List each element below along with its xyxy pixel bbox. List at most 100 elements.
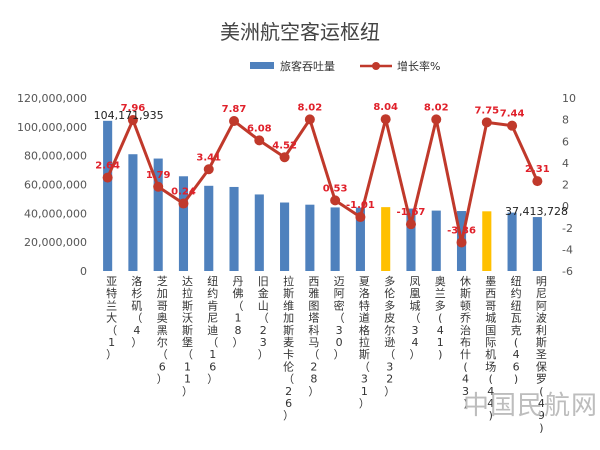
category-label: 亚特兰大（ 1）	[106, 275, 117, 361]
growth-data-label: -3.36	[447, 225, 476, 236]
growth-data-label: 8.02	[424, 102, 449, 113]
bar	[305, 204, 315, 271]
growth-point	[229, 116, 240, 127]
growth-point	[405, 219, 416, 230]
y-left-tick-label: 80,000,000	[24, 150, 87, 163]
bar	[482, 211, 492, 271]
category-label: 西雅图塔科马（ 2 8）	[308, 275, 319, 398]
category-label: 洛杉矶（ 4）	[131, 274, 142, 349]
category-label: 墨西哥城国际机场(4 4)	[485, 275, 496, 422]
y-left-tick-label: 0	[80, 265, 87, 278]
legend-swatch-bars	[250, 62, 274, 69]
growth-data-label: 7.44	[500, 109, 525, 120]
category-label: 旧金山（ 2 3）	[258, 275, 269, 361]
growth-point	[380, 114, 391, 125]
bar	[532, 217, 542, 271]
y-right-tick-label: -6	[562, 265, 573, 278]
category-label: 奥兰多(4 1)	[435, 274, 446, 361]
growth-line-series	[102, 114, 543, 248]
growth-data-label: 1.79	[146, 170, 171, 181]
y-right-tick-label: 10	[562, 92, 576, 105]
y-right-tick-label: 6	[562, 135, 569, 148]
legend-label-growth: 增长率%	[397, 59, 440, 73]
growth-data-label: -1.67	[397, 207, 426, 218]
growth-data-label: 8.04	[373, 102, 398, 113]
chart-title: 美洲航空客运枢纽	[220, 20, 380, 44]
bar	[229, 186, 239, 271]
growth-point	[304, 114, 315, 125]
growth-line	[106, 117, 539, 244]
growth-point	[178, 198, 189, 209]
data-labels: 2.64 7.96 1.790.24 3.41 7.876.084.52 8.02 0.53…	[94, 102, 568, 236]
growth-point	[203, 164, 214, 175]
growth-point	[431, 114, 442, 125]
growth-point	[456, 237, 467, 248]
bar	[103, 120, 113, 272]
growth-point	[507, 120, 518, 131]
bar	[280, 202, 290, 271]
category-label: 休斯顿乔治布什(4 3)	[460, 275, 471, 410]
y-left-tick-label: 20,000,000	[24, 236, 87, 249]
bar	[128, 154, 138, 271]
bar	[153, 158, 163, 271]
legend-marker-growth	[372, 62, 380, 70]
y-right-tick-label: 2	[562, 179, 569, 192]
growth-data-label: 8.02	[298, 102, 323, 113]
category-label: 达拉斯沃斯堡（ 1 1）	[182, 275, 193, 398]
growth-point	[355, 212, 366, 223]
right-axis: -6 -4 -2 0 2 4 6 8 10	[562, 92, 576, 278]
bar	[406, 208, 416, 271]
y-right-tick-label: 4	[562, 157, 569, 170]
bar	[330, 207, 340, 271]
category-label: 夏洛特道格拉斯（ 3 1）	[359, 275, 370, 410]
bar	[431, 210, 441, 271]
growth-point	[102, 172, 113, 183]
y-right-tick-label: -2	[562, 222, 573, 235]
bar	[355, 207, 365, 271]
y-right-tick-label: -4	[562, 243, 573, 256]
bar	[381, 207, 391, 271]
growth-point	[127, 115, 138, 126]
category-labels: 亚特兰大（ 1 ） 洛杉矶（ 4 ） 芝加哥奥黑尔（ 6 ） 达拉斯沃斯堡（ 1 1 ） 纽约肯尼迪（ 1 6…	[106, 274, 547, 434]
bar-value-label: 104,171,935	[94, 109, 164, 122]
growth-data-label: 7.75	[474, 105, 499, 116]
category-label: 多伦多皮尔逊（ 3 2）	[384, 274, 395, 398]
bar-value-label: 37,413,728	[505, 205, 568, 218]
category-label: 凤凰城（ 3 4）	[409, 275, 420, 361]
legend: 旅客吞吐量 增长率%	[250, 59, 440, 73]
bar	[254, 194, 264, 271]
left-axis: 0 20,000,000 40,000,000 60,000,000 80,000,00…	[17, 92, 87, 278]
growth-point	[279, 152, 290, 163]
growth-point	[153, 181, 164, 192]
category-label: 拉斯维加斯麦卡伦（ 2 6）	[283, 274, 294, 422]
growth-data-label: 7.96	[121, 103, 146, 114]
y-left-tick-label: 40,000,000	[24, 207, 87, 220]
growth-point	[254, 135, 265, 146]
bar	[178, 176, 189, 271]
category-label: 芝加哥奥黑尔（ 6）	[157, 275, 168, 386]
category-label: 明尼阿波利斯圣保罗(4 9)	[536, 275, 547, 434]
growth-data-label: -1.01	[346, 200, 375, 211]
y-left-tick-label: 120,000,000	[17, 92, 87, 105]
growth-data-label: 2.31	[525, 164, 550, 175]
y-right-tick-label: 0	[562, 200, 569, 213]
growth-data-label: 2.64	[95, 161, 120, 172]
bar	[507, 212, 517, 271]
y-left-tick-label: 60,000,000	[24, 179, 87, 192]
category-label: 纽约肯尼迪（ 1 6）	[207, 274, 218, 386]
growth-data-label: 0.53	[323, 183, 348, 194]
growth-point	[481, 117, 492, 128]
category-label: 迈阿密（ 3 0）	[334, 275, 345, 361]
y-right-tick-label: 8	[562, 114, 569, 127]
watermark-text: 中国民航网	[463, 391, 598, 421]
growth-data-label: 6.08	[247, 123, 272, 134]
bar	[204, 185, 214, 271]
legend-label-bars: 旅客吞吐量	[280, 59, 335, 73]
growth-data-label: 0.24	[171, 187, 196, 198]
growth-data-label: 7.87	[222, 104, 247, 115]
growth-data-label: 4.52	[272, 140, 297, 151]
growth-point	[532, 176, 543, 187]
growth-point	[330, 195, 341, 206]
